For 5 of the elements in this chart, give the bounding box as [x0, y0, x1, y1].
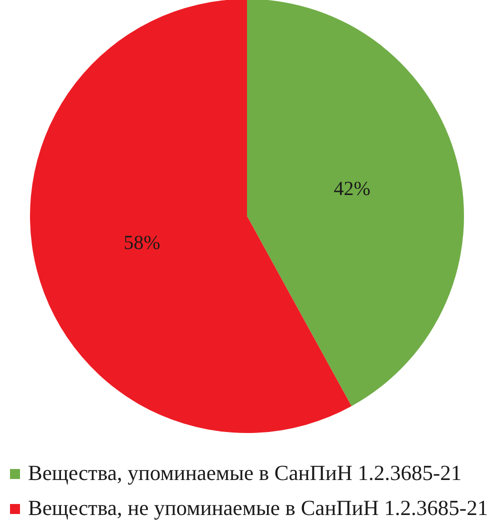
- legend-label: Вещества, не упоминаемые в СанПиН 1.2.3685-21: [28, 496, 488, 521]
- pie-slice: [247, 0, 464, 406]
- data-label: 42%: [334, 178, 370, 200]
- legend-label: Вещества, упоминаемые в СанПиН 1.2.3685-21: [28, 461, 462, 486]
- data-label: 58%: [124, 232, 160, 254]
